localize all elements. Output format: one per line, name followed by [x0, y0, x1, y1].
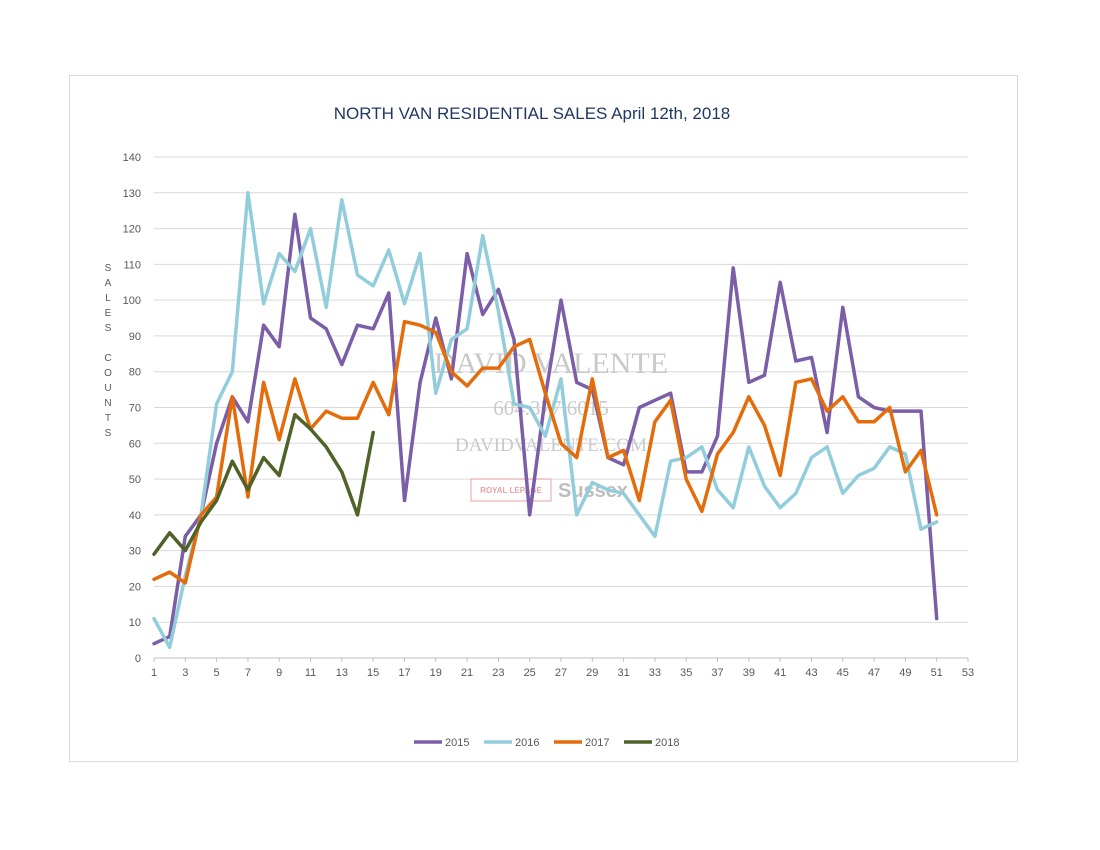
- x-tick-label: 17: [398, 667, 410, 679]
- y-axis-label-letter: A: [105, 278, 112, 289]
- x-tick-label: 27: [555, 667, 567, 679]
- y-axis-label-letter: T: [105, 413, 111, 424]
- y-tick-label: 120: [123, 224, 141, 236]
- y-axis-label-letter: U: [104, 383, 111, 394]
- x-tick-label: 15: [367, 667, 379, 679]
- x-tick-label: 1: [151, 667, 157, 679]
- x-tick-label: 11: [305, 667, 316, 679]
- legend-label-2018: 2018: [655, 737, 679, 749]
- y-axis-label-letter: O: [104, 368, 112, 379]
- data-series: [152, 191, 939, 650]
- legend-label-2016: 2016: [515, 737, 539, 749]
- x-axis-ticks: 1 3 5 7 9 11 13 15 17 19 21 23 25 27 29 31 33 35 37 39 41 43 4…: [151, 658, 974, 679]
- x-tick-label: 31: [617, 667, 629, 679]
- y-tick-label: 60: [129, 438, 141, 450]
- x-tick-label: 39: [743, 667, 755, 679]
- x-tick-label: 41: [774, 667, 786, 679]
- x-tick-label: 13: [336, 667, 348, 679]
- y-tick-label: 40: [129, 510, 141, 522]
- y-axis-label-letter: S: [105, 428, 112, 439]
- y-tick-label: 50: [129, 474, 141, 486]
- y-tick-label: 110: [123, 259, 141, 271]
- y-tick-label: 80: [129, 367, 141, 379]
- y-axis-label-letter: E: [105, 308, 112, 319]
- x-tick-label: 33: [649, 667, 661, 679]
- y-tick-label: 140: [123, 152, 141, 164]
- y-axis-label-letter: N: [104, 398, 111, 409]
- series-line-2018: [152, 412, 375, 556]
- y-tick-label: 70: [129, 403, 141, 415]
- y-tick-label: 20: [129, 581, 141, 593]
- x-tick-label: 19: [430, 667, 442, 679]
- x-tick-label: 51: [931, 667, 943, 679]
- x-tick-label: 3: [182, 667, 188, 679]
- chart-frame: NORTH VAN RESIDENTIAL SALES April 12th, …: [69, 75, 1018, 762]
- x-tick-label: 23: [492, 667, 504, 679]
- x-tick-label: 25: [524, 667, 536, 679]
- x-tick-label: 37: [711, 667, 723, 679]
- legend-label-2017: 2017: [585, 737, 609, 749]
- x-tick-label: 9: [276, 667, 282, 679]
- y-tick-label: 100: [123, 295, 141, 307]
- x-tick-label: 43: [805, 667, 817, 679]
- series-line-2016: [152, 191, 939, 650]
- y-tick-label: 0: [135, 653, 141, 665]
- y-tick-label: 90: [129, 331, 141, 343]
- y-axis-label-letter: L: [105, 293, 111, 304]
- x-tick-label: 29: [586, 667, 598, 679]
- y-axis-label-letter: S: [105, 263, 112, 274]
- x-tick-label: 49: [899, 667, 911, 679]
- y-tick-label: 10: [129, 617, 141, 629]
- watermark-brand-box: [470, 478, 552, 502]
- watermark-website: DAVIDVALENTE.COM: [455, 435, 647, 456]
- x-tick-label: 5: [214, 667, 220, 679]
- series-line-2017: [152, 319, 939, 585]
- x-tick-label: 21: [461, 667, 473, 679]
- x-tick-label: 35: [680, 667, 692, 679]
- legend: 2015 2016 2017 2018: [414, 737, 679, 749]
- x-tick-label: 47: [868, 667, 880, 679]
- sales-line-chart: NORTH VAN RESIDENTIAL SALES April 12th, …: [104, 104, 974, 749]
- y-axis-ticks: 0 10 20 30 40 50 60 70 80 90 100 110 120 130 140: [123, 152, 141, 665]
- y-tick-label: 130: [123, 188, 141, 200]
- y-tick-label: 30: [129, 546, 141, 558]
- y-axis-label-letter: C: [104, 353, 111, 364]
- chart-title: NORTH VAN RESIDENTIAL SALES April 12th, …: [334, 104, 731, 123]
- legend-label-2015: 2015: [445, 737, 469, 749]
- x-tick-label: 45: [837, 667, 849, 679]
- y-axis-label-letter: S: [105, 323, 112, 334]
- watermark-brand: ROYAL LEPAGE: [480, 486, 542, 495]
- x-tick-label: 53: [962, 667, 974, 679]
- x-tick-label: 7: [245, 667, 251, 679]
